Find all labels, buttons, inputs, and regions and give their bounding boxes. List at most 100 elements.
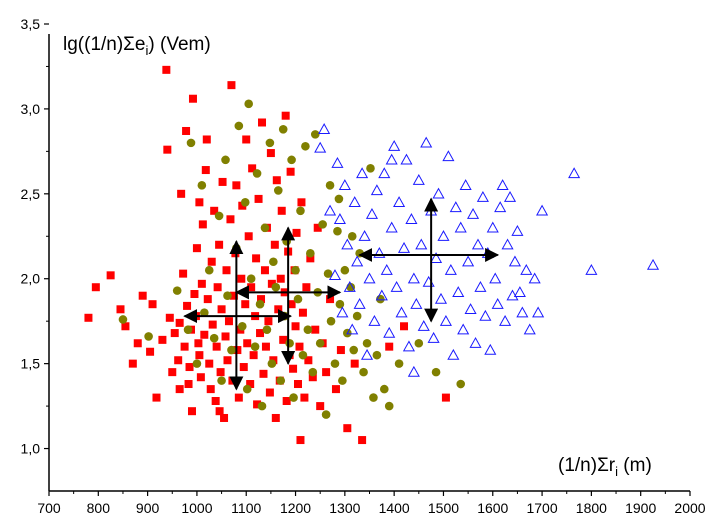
data-point-circle — [234, 121, 244, 131]
y-tick-label: 1,5 — [21, 356, 41, 372]
data-point-square — [170, 329, 179, 338]
data-point-circle — [255, 299, 265, 309]
data-point-triangle — [415, 238, 428, 250]
data-point-square — [267, 279, 276, 288]
data-point-circle — [192, 359, 202, 368]
data-point-triangle — [486, 221, 499, 233]
data-point-triangle — [318, 123, 331, 134]
data-point-circle — [306, 248, 315, 258]
data-point-square — [258, 118, 267, 127]
data-point-triangle — [479, 309, 492, 321]
data-point-circle — [318, 220, 327, 229]
data-point-square — [270, 240, 279, 249]
data-point-triangle — [471, 238, 485, 250]
data-point-square — [274, 305, 283, 314]
data-point-square — [194, 339, 203, 348]
data-point-triangle — [365, 207, 379, 219]
data-point-square — [276, 274, 285, 283]
data-point-triangle — [464, 303, 477, 314]
x-tick-label: 1400 — [379, 500, 410, 516]
data-point-triangle — [520, 264, 533, 275]
data-point-square — [282, 396, 291, 405]
data-point-circle — [362, 338, 372, 348]
data-point-circle — [260, 223, 270, 233]
data-point-circle — [338, 376, 347, 385]
error-crosses — [183, 197, 500, 391]
data-point-square — [400, 322, 409, 331]
data-point-square — [203, 295, 212, 304]
data-point-square — [185, 363, 194, 372]
y-tick-label: 1,0 — [21, 441, 41, 457]
data-point-square — [286, 167, 295, 176]
data-point-square — [239, 363, 248, 372]
data-point-circle — [267, 359, 277, 368]
data-point-square — [198, 220, 207, 229]
data-point-square — [246, 380, 255, 389]
data-point-square — [266, 149, 275, 158]
data-point-triangle — [499, 314, 512, 326]
data-point-square — [261, 342, 270, 351]
data-point-square — [182, 126, 191, 135]
data-point-square — [358, 436, 367, 445]
data-point-triangle — [358, 230, 371, 241]
y-ticks: 1,0 1,5 2,0 2,5 3,0 3,5 — [21, 16, 49, 457]
data-point-square — [242, 135, 251, 144]
data-point-square — [296, 436, 305, 445]
data-point-square — [183, 301, 192, 310]
data-point-circle — [144, 332, 153, 341]
data-point-circle — [431, 367, 441, 377]
data-point-square — [224, 317, 233, 326]
data-point-square — [192, 244, 201, 253]
data-point-circle — [301, 141, 310, 151]
data-point-triangle — [452, 286, 465, 297]
data-point-square — [168, 368, 177, 377]
data-point-square — [300, 393, 309, 402]
data-point-square — [211, 396, 220, 405]
x-tick-label: 1300 — [329, 500, 360, 516]
data-point-circle — [310, 130, 320, 139]
data-point-circle — [330, 359, 340, 368]
data-point-square — [177, 189, 186, 198]
data-point-square — [441, 393, 450, 402]
data-point-circle — [394, 359, 404, 368]
data-point-circle — [291, 265, 300, 275]
data-point-square — [215, 407, 224, 416]
data-point-square — [210, 206, 219, 215]
data-point-square — [311, 325, 320, 334]
x-tick-label: 1900 — [625, 500, 656, 516]
data-point-circle — [369, 393, 378, 402]
data-point-triangle — [348, 196, 361, 207]
data-point-square — [215, 240, 224, 249]
data-point-square — [197, 279, 206, 288]
data-point-triangle — [380, 264, 393, 275]
data-point-square — [326, 295, 335, 304]
x-axis-title: (1/n)Σri (m) — [558, 455, 652, 479]
data-point-square — [175, 385, 184, 394]
data-point-triangle — [427, 331, 440, 343]
data-point-triangle — [420, 136, 433, 148]
data-point-circle — [273, 186, 283, 195]
data-point-square — [297, 198, 306, 207]
data-point-square — [133, 339, 142, 348]
data-point-circle — [285, 338, 294, 348]
y-tick-label: 2,5 — [21, 186, 41, 202]
data-point-square — [292, 228, 301, 237]
data-point-triangle — [646, 258, 660, 270]
data-point-circle — [172, 286, 182, 295]
data-point-circle — [308, 367, 318, 377]
data-point-triangle — [324, 204, 337, 216]
data-point-square — [207, 257, 216, 266]
data-point-triangle — [341, 238, 354, 250]
y-tick-label: 2,0 — [21, 271, 41, 287]
data-point-circle — [289, 393, 298, 402]
data-point-square — [260, 266, 269, 275]
data-point-triangle — [351, 255, 364, 267]
data-point-square — [208, 320, 217, 329]
data-point-square — [163, 145, 172, 154]
data-point-square — [106, 271, 115, 280]
data-point-square — [264, 317, 273, 326]
data-point-circle — [214, 211, 224, 221]
data-point-triangle — [370, 184, 383, 196]
data-point-square — [249, 351, 258, 360]
data-point-triangle — [363, 272, 376, 284]
